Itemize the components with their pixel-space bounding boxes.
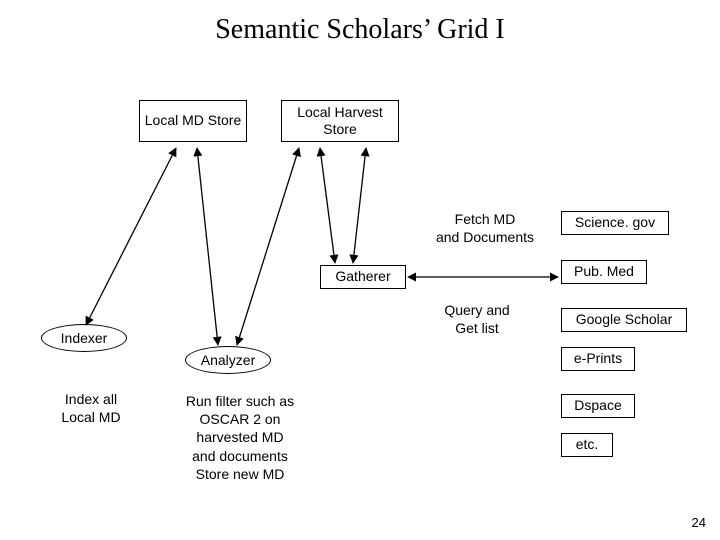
node-science-gov: Science. gov	[561, 211, 669, 235]
node-dspace: Dspace	[561, 394, 635, 418]
node-local-harvest-store: Local Harvest Store	[281, 100, 399, 142]
page-title: Semantic Scholars’ Grid I	[0, 14, 720, 46]
node-indexer: Indexer	[41, 324, 127, 352]
page-number: 24	[692, 515, 706, 530]
label-index-all: Index all Local MD	[45, 390, 137, 426]
node-gatherer: Gatherer	[320, 265, 406, 289]
label-query-get: Query and Get list	[427, 301, 527, 337]
node-analyzer: Analyzer	[185, 346, 271, 374]
node-local-md-store: Local MD Store	[139, 100, 247, 142]
node-etc: etc.	[561, 433, 613, 457]
node-eprints: e-Prints	[561, 347, 635, 371]
node-google-scholar: Google Scholar	[561, 308, 687, 332]
label-fetch-md: Fetch MD and Documents	[420, 210, 550, 246]
label-run-filter: Run filter such as OSCAR 2 on harvested …	[165, 392, 315, 483]
node-pubmed: Pub. Med	[561, 260, 647, 284]
